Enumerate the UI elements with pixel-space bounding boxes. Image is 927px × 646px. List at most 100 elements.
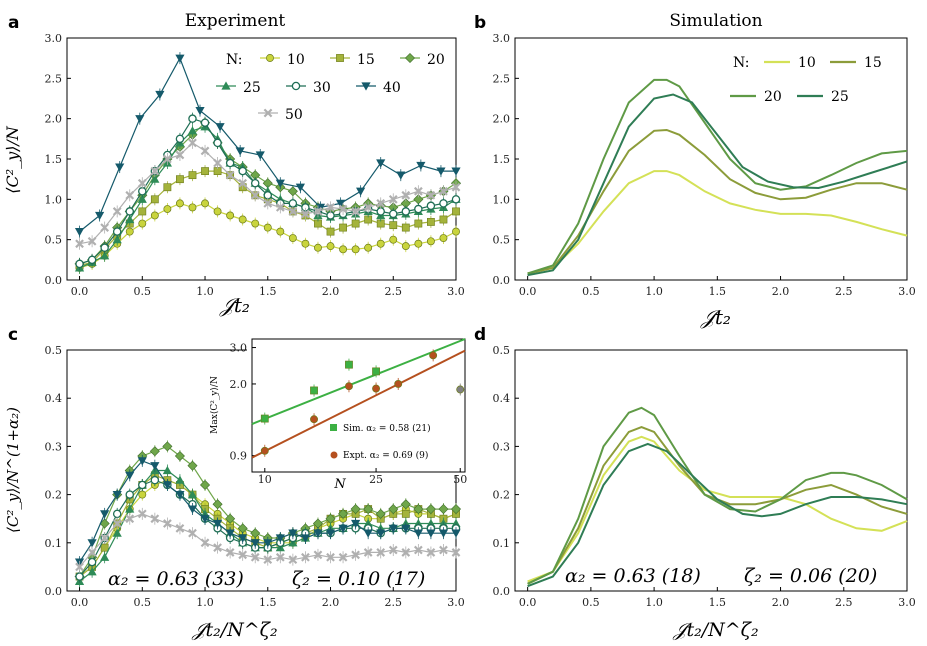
series-line [527, 435, 908, 583]
data-point [200, 146, 210, 156]
data-point [376, 198, 386, 208]
ticks-d: 0.0 0.5 1.0 1.5 2.0 2.5 3.0 0.0 0.1 0.2 0.3 0.4 0.5 [493, 344, 916, 609]
data-point [414, 239, 423, 248]
legend-b-label-20: 20 [764, 89, 782, 105]
data-point [295, 183, 305, 192]
inset-legend-sim-label: Sim. α₂ = 0.58 (21) [343, 423, 431, 434]
data-point [112, 227, 122, 236]
ticks-b: 0.0 0.5 1.0 1.5 2.0 2.5 3.0 0.0 0.5 1.0 1.5 2.0 2.5 3… [493, 32, 916, 298]
legend-a: N: 10 15 20 25 30 40 50 [216, 52, 445, 123]
data-point [396, 171, 406, 180]
data-point [212, 499, 223, 510]
panel-letter-d: d [474, 325, 486, 345]
inset-ylabel: Max⟨C²_y⟩/N [210, 376, 220, 434]
data-point [350, 504, 361, 515]
data-point [155, 90, 165, 100]
data-point [313, 207, 323, 216]
y-tick-label: 0.0 [493, 274, 511, 287]
data-point [188, 203, 197, 212]
legend-a-label-10: 10 [287, 52, 305, 68]
data-point [163, 183, 172, 192]
data-point [201, 167, 209, 175]
legend-a-prefix: N: [226, 52, 242, 68]
y-tick-label: 3.0 [45, 32, 63, 45]
y-tick-label: 2.5 [45, 72, 63, 85]
legend-a-label-50: 50 [285, 107, 303, 123]
y-tick-label: 0.0 [45, 585, 63, 598]
data-point [452, 207, 460, 216]
data-point [125, 214, 135, 224]
y-tick-label: 0.5 [45, 234, 63, 247]
data-point [225, 170, 235, 180]
data-point [414, 219, 423, 228]
data-point [345, 360, 353, 369]
data-point [438, 529, 449, 538]
series-c-40 [74, 454, 461, 569]
data-point [363, 203, 373, 212]
data-point [439, 234, 448, 243]
x-tick-label: 1.0 [645, 285, 663, 298]
data-point [225, 529, 235, 538]
data-point [335, 199, 346, 208]
data-point [175, 491, 185, 500]
x-tick-label: 2.0 [322, 285, 340, 298]
data-point [187, 490, 198, 499]
ticks-c: 0.0 0.5 1.0 1.5 2.0 2.5 3.0 0.0 0.1 0.2 0.3 0.4 0.5 [45, 344, 465, 609]
data-point [250, 178, 260, 188]
data-point [238, 534, 248, 543]
x-tick-label: 25 [369, 473, 383, 486]
y-tick-label: 0.5 [493, 344, 511, 357]
x-tick-label: 10 [258, 473, 272, 486]
y-tick-label: 1.0 [493, 193, 511, 206]
x-tick-label: 1.0 [645, 596, 663, 609]
data-point [175, 199, 184, 208]
data-point [225, 158, 235, 168]
data-point [414, 204, 423, 214]
data-point [188, 114, 197, 123]
data-point [401, 548, 411, 557]
data-point [363, 504, 374, 515]
x-tick-label: 2.5 [835, 285, 853, 298]
data-point [238, 215, 247, 224]
legend-a-marker-30 [291, 81, 301, 91]
series-a [74, 52, 462, 274]
y-tick-label: 1.0 [45, 193, 63, 206]
data-point [150, 195, 159, 204]
x-tick-label: 0.0 [519, 285, 537, 298]
data-point [401, 190, 411, 200]
data-point [451, 167, 461, 176]
data-point [300, 534, 311, 543]
data-point [426, 548, 436, 557]
y-tick-label: 0.0 [45, 274, 63, 287]
data-point [356, 187, 366, 196]
data-point [125, 471, 135, 480]
data-point [351, 219, 360, 228]
data-point [326, 552, 335, 562]
ylabel-c: ⟨C²_y⟩/N^(1+α₂) [4, 407, 22, 533]
data-point [163, 205, 172, 213]
x-tick-label: 2.0 [322, 596, 340, 609]
series-line [527, 406, 908, 585]
data-point [163, 519, 172, 528]
legend-a-label-15: 15 [357, 52, 375, 68]
data-point [250, 190, 260, 200]
data-point [138, 490, 147, 499]
series-a-10 [75, 197, 460, 274]
legend-a-marker-40 [361, 82, 371, 91]
x-tick-label: 2.5 [385, 596, 403, 609]
x-tick-label: 0.5 [134, 285, 152, 298]
data-point [74, 228, 85, 237]
alpha-annotation-c: α₂ = 0.63 (33) [108, 568, 244, 590]
data-point [363, 529, 373, 538]
data-point [313, 550, 323, 560]
alpha-annotation-d: α₂ = 0.63 (18) [565, 565, 701, 587]
data-point [275, 534, 285, 543]
inset-legend-expt-label: Expt. α₂ = 0.69 (9) [343, 450, 428, 461]
y-tick-label: 0.9 [230, 450, 248, 463]
data-point [115, 163, 125, 172]
data-point [125, 207, 134, 216]
data-point [427, 218, 435, 226]
panel-title-simulation: Simulation [669, 11, 762, 31]
data-point [388, 504, 399, 515]
data-point [339, 223, 347, 232]
